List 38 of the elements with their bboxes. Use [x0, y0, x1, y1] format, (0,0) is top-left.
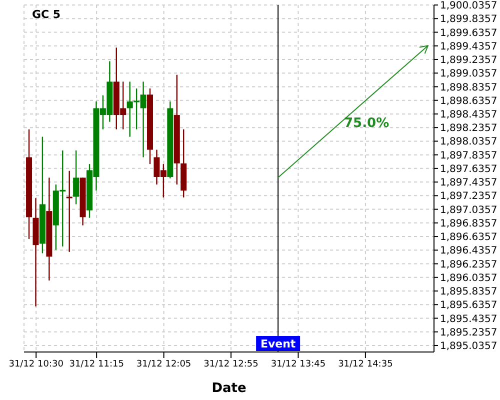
y-tick-label: 1,895.4357 — [440, 314, 498, 325]
y-tick-label: 1,897.8357 — [440, 150, 498, 162]
y-tick-label: 1,898.8357 — [440, 82, 498, 94]
y-tick-label: 1,897.4357 — [440, 178, 498, 189]
chart-title: GC 5 — [32, 8, 61, 21]
y-tick-label: 1,895.8357 — [440, 286, 498, 298]
y-tick-label: 1,895.6357 — [440, 300, 498, 312]
x-tick-label: 31/12 13:45 — [270, 359, 326, 370]
annotation: 75.0% — [344, 116, 390, 131]
y-tick-label: 1,896.4357 — [440, 246, 498, 257]
y-tick-label: 1,896.2357 — [440, 259, 498, 270]
y-tick-label: 1,897.2357 — [440, 191, 498, 202]
x-tick-label: 31/12 11:15 — [69, 359, 124, 370]
y-tick-label: 1,898.4357 — [440, 110, 498, 121]
y-tick-label: 1,899.2357 — [440, 55, 498, 66]
y-tick-label: 1,897.6357 — [440, 164, 498, 175]
candlestick — [73, 150, 80, 205]
y-tick-label: 1,899.6357 — [440, 28, 498, 39]
y-tick-label: 1,898.2357 — [440, 123, 498, 134]
candlestick — [66, 170, 72, 252]
y-tick-label: 1,899.4357 — [440, 41, 498, 52]
y-tick-label: 1,900.0357 — [440, 0, 498, 12]
y-tick-label: 1,895.0357 — [440, 341, 498, 352]
y-tick-label: 1,899.8357 — [440, 14, 498, 26]
x-tick-label: 31/12 10:30 — [8, 359, 64, 370]
y-tick-label: 1,898.6357 — [440, 96, 498, 107]
x-axis-title: Date — [212, 381, 246, 396]
y-tick-label: 1,896.0357 — [440, 272, 498, 284]
y-tick-label: 1,899.0357 — [440, 68, 498, 80]
y-tick-label: 1,896.6357 — [440, 232, 498, 244]
y-tick-label: 1,895.2357 — [440, 327, 498, 338]
y-tick-label: 1,896.8357 — [440, 218, 498, 230]
x-tick-label: 31/12 12:05 — [136, 359, 192, 370]
y-tick-label: 1,897.0357 — [440, 204, 498, 216]
ref-line-label: Event — [260, 338, 296, 350]
x-tick-label: 31/12 14:35 — [338, 359, 393, 370]
x-tick-label: 31/12 12:55 — [204, 359, 258, 370]
y-tick-label: 1,898.0357 — [440, 136, 498, 148]
